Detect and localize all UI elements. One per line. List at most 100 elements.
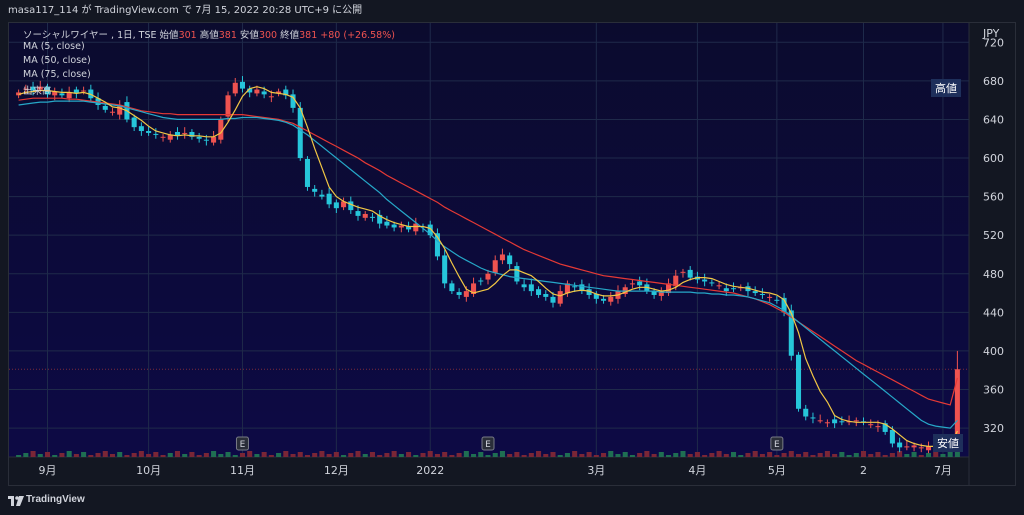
volume-bar (673, 453, 679, 457)
candle-body (117, 104, 123, 115)
volume-bar (803, 452, 809, 457)
candle-body (709, 282, 715, 284)
volume-bar (81, 452, 87, 457)
price-axis-background (969, 23, 1015, 485)
volume-bar (88, 455, 94, 457)
x-tick-label: 2022 (416, 464, 444, 477)
volume-bar (723, 454, 729, 457)
volume-bar (897, 451, 903, 457)
earnings-marker (770, 436, 784, 451)
legend-close-label: 終値 (280, 30, 300, 41)
candle-body (131, 117, 137, 128)
candle-body (442, 255, 448, 284)
volume-bar (391, 451, 397, 457)
candle-body (521, 284, 527, 288)
y-tick-label: 640 (983, 113, 1004, 126)
x-tick-label: 7月 (934, 464, 952, 477)
candle-body (434, 233, 440, 257)
candle-body (904, 446, 910, 448)
ma50-line (18, 100, 958, 429)
volume-bar (333, 452, 339, 457)
legend-ma75[interactable]: MA (75, close) (23, 69, 91, 80)
candle-body (384, 221, 390, 226)
volume-bar (124, 455, 130, 457)
volume-bar (543, 454, 549, 457)
volume-bar (369, 452, 375, 457)
x-tick-label: 12月 (324, 464, 349, 477)
volume-bar (30, 451, 36, 457)
volume-bar (348, 453, 354, 457)
y-tick-label: 720 (983, 36, 1004, 49)
candle-body (297, 107, 303, 159)
candle-body (290, 94, 296, 108)
candle-body (543, 294, 549, 297)
legend-volume[interactable]: 出来高 (23, 86, 52, 97)
volume-bar (702, 455, 708, 457)
legend-low: 300 (258, 30, 278, 41)
earnings-marker (235, 436, 249, 451)
volume-bar (601, 453, 607, 457)
candle-body (37, 86, 43, 90)
volume-bar (59, 453, 65, 457)
candle-body (586, 289, 592, 295)
candle-body (203, 139, 209, 141)
volume-bar (485, 455, 491, 457)
volume-bar (608, 451, 614, 457)
candle-body (651, 291, 657, 295)
candle-body (752, 291, 758, 294)
candle-body (406, 226, 412, 230)
candle-body (514, 266, 520, 282)
x-tick-label: 3月 (587, 464, 605, 477)
volume-bar (709, 453, 715, 457)
candle-body (954, 369, 960, 447)
candle-body (391, 224, 397, 228)
legend-symbol-line: ソーシャルワイヤー , 1日, TSE 始値301 高値381 安値300 終値… (23, 27, 395, 41)
legend-open-label: 始値 (159, 30, 179, 41)
legend-ma50[interactable]: MA (50, close) (23, 55, 91, 66)
candle-body (629, 283, 635, 285)
volume-bar (297, 452, 303, 457)
candle-body (232, 82, 238, 94)
volume-bar (138, 451, 144, 457)
volume-bar (232, 455, 238, 457)
candle-body (485, 273, 491, 280)
volume-bar (109, 454, 116, 457)
candle-body (355, 211, 361, 216)
candle-body (781, 297, 787, 313)
volume-bar (66, 451, 72, 457)
volume-bar (456, 453, 462, 457)
candle-body (225, 95, 231, 117)
candle-body (824, 422, 830, 424)
volume-bar (593, 455, 599, 457)
volume-bar (759, 454, 765, 457)
candle-body (810, 417, 816, 419)
chart-area[interactable]: 320 360 400 440 480 520 560 600 640 680 720 JPY 9月 10… (8, 22, 1016, 486)
volume-bar (239, 453, 246, 457)
volume-bar (644, 451, 650, 457)
candle-body (247, 88, 253, 93)
candle-body (579, 284, 585, 292)
volume-bar (52, 455, 58, 457)
candle-body (889, 429, 895, 444)
volume-bar (882, 455, 888, 457)
publisher-bar: masa117_114 が TradingView.com で 7月 15, 2… (0, 0, 1024, 22)
candle-body (341, 201, 347, 208)
volume-bar (254, 454, 260, 457)
volume-bar (752, 451, 758, 457)
candle-body (918, 447, 924, 449)
candle-body (73, 89, 79, 94)
candle-body (803, 408, 809, 417)
legend-ma5[interactable]: MA (5, close) (23, 41, 85, 52)
volume-bar (377, 455, 383, 457)
candle-body (52, 91, 58, 96)
candle-body (362, 213, 368, 218)
volume-bar (911, 452, 917, 457)
candle-body (109, 111, 116, 113)
volume-bar (131, 453, 137, 457)
volume-bar (666, 455, 672, 457)
candle-body (550, 296, 556, 303)
volume-bar (37, 454, 43, 457)
volume-bar (521, 455, 527, 457)
candle-body (283, 89, 289, 96)
